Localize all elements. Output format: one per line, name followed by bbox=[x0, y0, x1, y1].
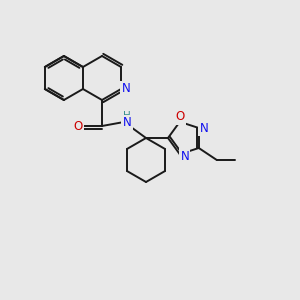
Text: N: N bbox=[123, 116, 131, 130]
Text: N: N bbox=[200, 122, 208, 134]
Text: O: O bbox=[175, 110, 184, 123]
Text: N: N bbox=[122, 82, 130, 95]
Text: O: O bbox=[74, 119, 82, 133]
Text: N: N bbox=[180, 150, 189, 163]
Text: H: H bbox=[123, 111, 131, 121]
